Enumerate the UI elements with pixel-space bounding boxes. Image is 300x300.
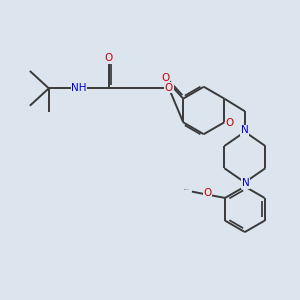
Text: methoxy: methoxy — [184, 189, 190, 190]
Text: O: O — [204, 188, 212, 198]
Text: NH: NH — [71, 83, 87, 93]
Text: O: O — [162, 73, 170, 83]
Text: N: N — [241, 125, 249, 135]
Text: O: O — [165, 83, 173, 93]
Text: O: O — [105, 53, 113, 63]
Text: O: O — [226, 118, 234, 128]
Text: N: N — [242, 178, 249, 188]
